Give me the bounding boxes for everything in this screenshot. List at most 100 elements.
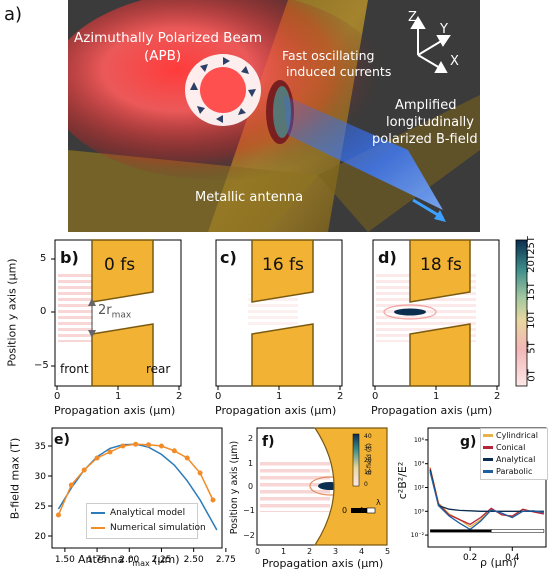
f-ytick-m2: −2 [243,531,255,540]
e-legend: Analytical model Numerical simulation [86,503,206,539]
e-data-point [146,442,152,448]
bfield-line-1: Amplified [395,98,457,113]
rmax-text: 2r [98,303,112,318]
c-xlabel: Propagation axis (μm) [215,404,337,417]
g-legend-swatch-par [483,470,493,473]
axis-x-label: X [450,54,459,69]
g-scale-bar [430,529,492,533]
cbar-tick-5: 5T [526,341,538,354]
e-xtick-label: 2.50 [184,555,204,565]
f-cbar-tick-10: 10 [364,469,372,476]
g-legend-item-con: Conical [483,443,525,452]
e-data-point [68,482,74,488]
e-data-point [120,443,126,449]
snap-ytick-m5: −5 [34,360,49,371]
g-series-line-3 [429,471,544,531]
e-xtick-label: 2.75 [216,555,235,565]
e-xtick-label: 2.25 [151,555,171,565]
e-xtick-label: 1.75 [87,555,107,565]
g-ytick-label: 10⁶ [414,437,425,444]
e-ytick-label: 25 [35,502,46,512]
g-ytick-label: 10⁴ [414,461,425,468]
f-ytick-0: 0 [248,482,254,491]
e-data-point [94,455,100,461]
g-xtick-label: 0.4 [505,553,520,563]
cbar-tick-0: 0T [526,369,538,382]
e-legend-item-numerical: Numerical simulation [91,523,206,533]
axis-y-label: Y [440,22,448,37]
d-xtick-2: 2 [494,391,501,402]
g-legend-swatch-con [483,446,493,449]
apb-title: Azimuthally Polarized Beam [74,30,263,46]
e-xtick-label: 1.50 [55,555,75,565]
f-xtick-0: 0 [255,547,261,556]
g-xtick-label: 0.2 [463,553,477,563]
d-xtick-0: 0 [372,391,379,402]
panel-g-label: g) [460,434,477,450]
g-legend-swatch-cyl [483,434,493,437]
chart-f [256,427,388,546]
axis-z-label: Z [408,10,417,25]
e-legend-text-analytical: Analytical model [110,508,186,518]
b-xlabel: Propagation axis (μm) [54,404,176,417]
e-data-point [210,497,216,503]
e-xtick-label: 2.00 [119,555,139,565]
g-legend-text-cyl: Cylindrical [496,431,538,440]
f-scale-lambda-side: λ [376,498,381,507]
chart-g: 0.2 0.4 10⁶ 10⁴ 10² 10⁰ 10⁻² [411,427,547,563]
f-scale-0: 0 [342,506,348,515]
f-xtick-4: 4 [359,547,365,556]
g-legend-item-cyl: Cylindrical [483,431,538,440]
e-ytick-label: 20 [35,532,47,542]
snap-ytick-5: 5 [40,253,47,264]
currents-line-2: induced currents [286,64,392,79]
e-legend-text-numerical: Numerical simulation [110,523,206,533]
f-xtick-3: 3 [333,547,339,556]
panel-a-illustration [68,0,480,232]
apb-abbrev: (APB) [144,48,182,64]
cbar-tick-20: 20T [525,254,537,273]
time-18fs: 18 fs [420,255,462,275]
g-ytick-label: 10⁰ [414,508,425,515]
g-xlabel: ρ (μm) [480,556,517,569]
e-data-point [81,467,87,473]
d-xtick-1: 1 [433,391,440,402]
e-xlabel-main: Antenna r [78,553,133,566]
e-legend-swatch-numerical [91,526,105,529]
e-ytick-label: 35 [35,442,46,452]
panel-f-label: f) [262,434,275,450]
e-ytick-label: 30 [35,472,47,482]
g-series-line-0 [429,467,545,528]
cbar-tick-10: 10T [525,310,537,329]
currents-line-1: Fast oscillating [282,48,375,63]
e-xlabel-unit: (μm) [153,553,180,566]
e-data-point [133,441,139,447]
e-ylabel: B-field max (T) [8,437,22,520]
g-legend-text-par: Parabolic [496,467,533,476]
g-ytick-label: 10² [414,485,425,492]
panel-b-label: b) [60,248,79,267]
c-xtick-0: 0 [215,391,222,402]
e-legend-swatch-analytical [91,511,105,514]
c-xtick-2: 2 [337,391,344,402]
cbar-tick-15: 15T [525,282,537,301]
panel-c-label: c) [220,248,237,267]
rmax-subscript: max [111,310,132,321]
rear-label: rear [146,362,171,376]
e-data-point [107,449,113,455]
antenna-label: Metallic antenna [195,190,304,205]
e-xlabel-sub: max [132,559,150,569]
f-xlabel: Propagation axis (μm) [262,557,384,570]
bfield-line-3: polarized B-field [372,132,478,147]
panel-a-label: a) [4,4,23,25]
rmax-label: 2rmax [98,303,131,321]
g-ylabel: c²B²/E² [396,461,410,500]
snap-ytick-0: 0 [40,306,47,317]
g-legend-text-ana: Analytical [496,455,536,464]
e-xlabel: Antenna rmax (μm) [78,553,180,568]
e-data-point [184,455,190,461]
cbar-tick-25: 25T [525,236,537,255]
f-ytick-2: 2 [248,434,254,443]
e-legend-item-analytical: Analytical model [91,508,185,518]
panel-d-label: d) [378,248,397,267]
